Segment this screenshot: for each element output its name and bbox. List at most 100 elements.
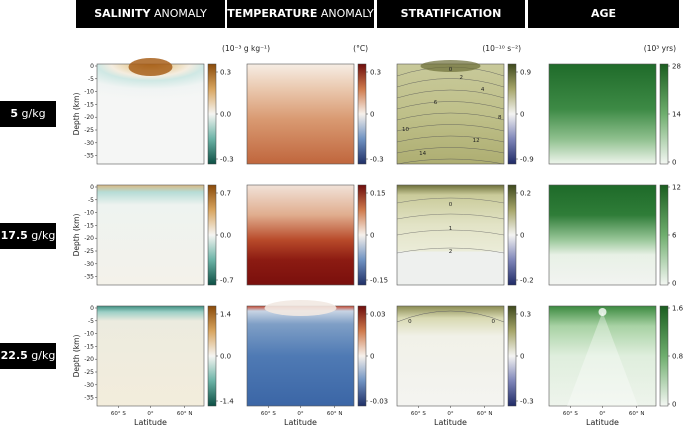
stratification-r2-colorbar-tick-label: 0 [520, 232, 524, 240]
stratification-r3-contour [396, 310, 505, 323]
age-r1-colorbar [659, 63, 669, 165]
stratification-r3-colorbar [507, 305, 517, 407]
row-label-17-5: 17.5 g/kg [0, 223, 56, 249]
temperature-r2-heatmap [246, 184, 355, 286]
salinity-r3-ytick-label: -20 [84, 356, 94, 363]
salinity-r3-ylabel: Depth (km) [72, 335, 81, 378]
stratification-r1-contour-label: 0 [449, 67, 453, 73]
stratification-r1-heatmap [396, 63, 505, 165]
temperature-r2-colorbar [357, 184, 367, 286]
salinity-r2-ytick-label: -35 [84, 274, 94, 281]
salinity-r1-ytick-label: -10 [84, 89, 94, 96]
stratification-r2-contour [396, 229, 505, 236]
temperature-r2-colorbar-tick-label: 0.15 [370, 190, 386, 198]
stratification-r2-colorbar [507, 184, 517, 286]
temperature-r3-colorbar-tick-label: 0 [370, 353, 374, 361]
salinity-r2-ytick-label: -5 [88, 197, 94, 204]
unit-label-salinity: (10⁻³ g kg⁻¹) [222, 44, 270, 53]
stratification-r2-colorbar-tick-label: -0.2 [520, 277, 534, 285]
stratification-r1-contour [396, 112, 505, 121]
salinity-r2-heatmap [96, 184, 205, 286]
stratification-r1-contour [396, 147, 505, 154]
stratification-r1-colorbar-tick-label: 0 [520, 111, 524, 119]
temperature-r3-surface-band [264, 300, 337, 316]
salinity-r2-ytick-label: -15 [84, 222, 94, 229]
stratification-r1-contour-label: 8 [498, 115, 502, 121]
temperature-r1-colorbar-tick-label: 0 [370, 111, 374, 119]
age-r3-xtick-label: 60° N [629, 411, 645, 417]
age-r3-xlabel: Latitude [586, 418, 619, 426]
stratification-r2-contour-label: 2 [449, 249, 453, 255]
age-r3-colorbar-tick-label: 0 [672, 401, 676, 409]
stratification-r3-colorbar-tick-label: 0.3 [520, 311, 531, 319]
temperature-r3-xtick-label: 0° [297, 411, 303, 417]
header-salinity: SALINITY ANOMALY [76, 0, 225, 28]
stratification-r1-contour-label: 6 [434, 100, 438, 106]
stratification-r2-contour [396, 213, 505, 220]
temperature-r1-colorbar-tick-label: 0.3 [370, 69, 381, 77]
temperature-r2-colorbar-tick-label: 0 [370, 232, 374, 240]
stratification-r1-colorbar-tick-label: 0.9 [520, 69, 531, 77]
stratification-r1-contour [396, 124, 505, 132]
salinity-r1-colorbar [207, 63, 217, 165]
age-r2-colorbar-tick-label: 12 [672, 184, 681, 192]
stratification-r3-xtick-label: 60° S [411, 411, 426, 417]
header-age: AGE [528, 0, 679, 28]
age-r2-heatmap [548, 184, 657, 286]
salinity-r3-colorbar [207, 305, 217, 407]
salinity-r1-ytick-label: -35 [84, 153, 94, 160]
header-temperature: TEMPERATURE ANOMALY [227, 0, 374, 28]
salinity-r1-ytick-label: -15 [84, 101, 94, 108]
salinity-r3-xlabel: Latitude [134, 418, 167, 426]
age-r3-colorbar-tick-label: 1.6 [672, 305, 684, 313]
temperature-r3-xtick-label: 60° S [261, 411, 276, 417]
age-r1-colorbar-tick-label: 28 [672, 63, 681, 71]
stratification-r1-contour-label: 10 [402, 127, 409, 133]
stratification-r3-xtick-label: 0° [447, 411, 453, 417]
temperature-r1-colorbar-tick-label: -0.3 [370, 156, 384, 164]
age-r3-heatmap [548, 305, 657, 407]
salinity-r3-heatmap [96, 305, 205, 407]
salinity-r3-colorbar-tick-label: 0.0 [220, 353, 231, 361]
age-r3-xtick-label: 0° [599, 411, 605, 417]
unit-label-stratification: (10⁻¹⁰ s⁻²) [482, 44, 521, 53]
stratification-r1-contour [396, 101, 505, 110]
stratification-r1-contour-label: 12 [473, 138, 480, 144]
salinity-r1-ylabel: Depth (km) [72, 93, 81, 136]
salinity-r2-ytick-label: -20 [84, 235, 94, 242]
stratification-r2-contour [396, 197, 505, 204]
salinity-r3-xtick-label: 60° S [111, 411, 126, 417]
salinity-r2-colorbar-tick-label: -0.7 [220, 277, 234, 285]
temperature-r1-heatmap [246, 63, 355, 165]
row-label-22-5: 22.5 g/kg [0, 343, 56, 369]
salinity-r1-ytick-label: -25 [84, 127, 94, 134]
row-label-5: 5 g/kg [0, 101, 56, 127]
salinity-r1-ytick-label: -30 [84, 140, 94, 147]
unit-label-temperature: (°C) [353, 44, 368, 53]
stratification-r3-colorbar-tick-label: -0.3 [520, 398, 534, 406]
salinity-r2-ytick-label: -10 [84, 210, 94, 217]
stratification-r1-contour [396, 158, 505, 165]
stratification-r2-contour-label: 1 [449, 226, 453, 232]
stratification-r2-heatmap [396, 184, 505, 286]
stratification-r1-colorbar [507, 63, 517, 165]
salinity-r2-ytick-label: -30 [84, 261, 94, 268]
stratification-r1-contour [396, 135, 505, 143]
temperature-r3-colorbar-tick-label: 0.03 [370, 311, 386, 319]
stratification-r1-contour [396, 78, 505, 88]
header-stratification: STRATIFICATION [377, 0, 525, 28]
salinity-r1-heatmap [96, 63, 205, 165]
unit-label-age: (10³ yrs) [644, 44, 676, 53]
age-r3-colorbar [659, 305, 669, 407]
salinity-r3-ytick-label: 0 [90, 305, 94, 312]
salinity-r1-ytick-label: -5 [88, 76, 94, 83]
salinity-r3-xtick-label: 60° N [177, 411, 193, 417]
salinity-r2-ylabel: Depth (km) [72, 214, 81, 257]
stratification-r3-heatmap [396, 305, 505, 407]
age-r2-colorbar [659, 184, 669, 286]
age-r3-colorbar-tick-label: 0.8 [672, 353, 683, 361]
stratification-r1-contour [396, 89, 505, 99]
temperature-r1-colorbar [357, 63, 367, 165]
age-r1-heatmap [548, 63, 657, 165]
salinity-r1-colorbar-tick-label: 0.3 [220, 69, 231, 77]
